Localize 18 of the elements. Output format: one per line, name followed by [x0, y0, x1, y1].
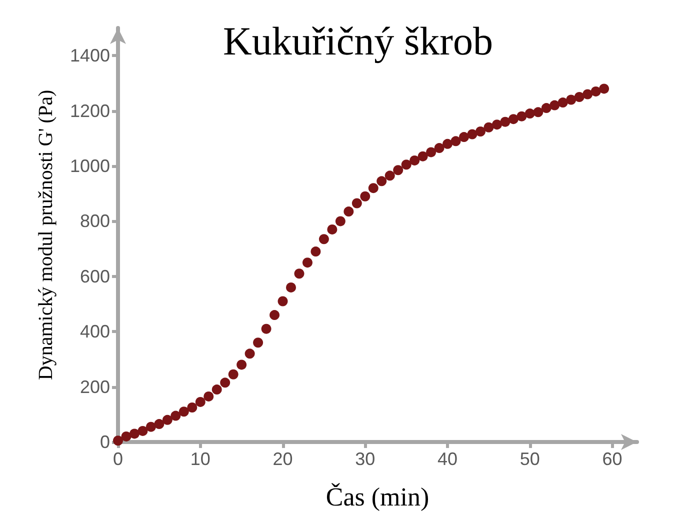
x-tick-label: 50 — [520, 449, 540, 469]
y-tick-label: 1400 — [70, 46, 110, 66]
y-tick-label: 600 — [80, 266, 110, 286]
y-tick-label: 400 — [80, 322, 110, 342]
y-tick-label: 1200 — [70, 100, 110, 121]
x-tick-label: 20 — [272, 449, 293, 469]
y-tick-label: 200 — [80, 376, 110, 397]
y-tick-label: 1000 — [70, 156, 110, 176]
x-tick-label: 0 — [112, 449, 124, 469]
y-tick-label: 0 — [100, 432, 110, 452]
x-axis-title: Čas (min) — [326, 482, 430, 512]
x-tick-label: 30 — [355, 449, 376, 469]
y-axis-title: Dynamický modul pružnosti G' (Pa) — [35, 90, 57, 380]
x-tick-label: 10 — [190, 449, 210, 469]
x-tick-label: 40 — [438, 449, 458, 469]
y-tick-label: 800 — [80, 211, 110, 232]
chart-title: Kukuřičný škrob — [223, 18, 493, 64]
x-tick-label: 60 — [602, 449, 622, 469]
